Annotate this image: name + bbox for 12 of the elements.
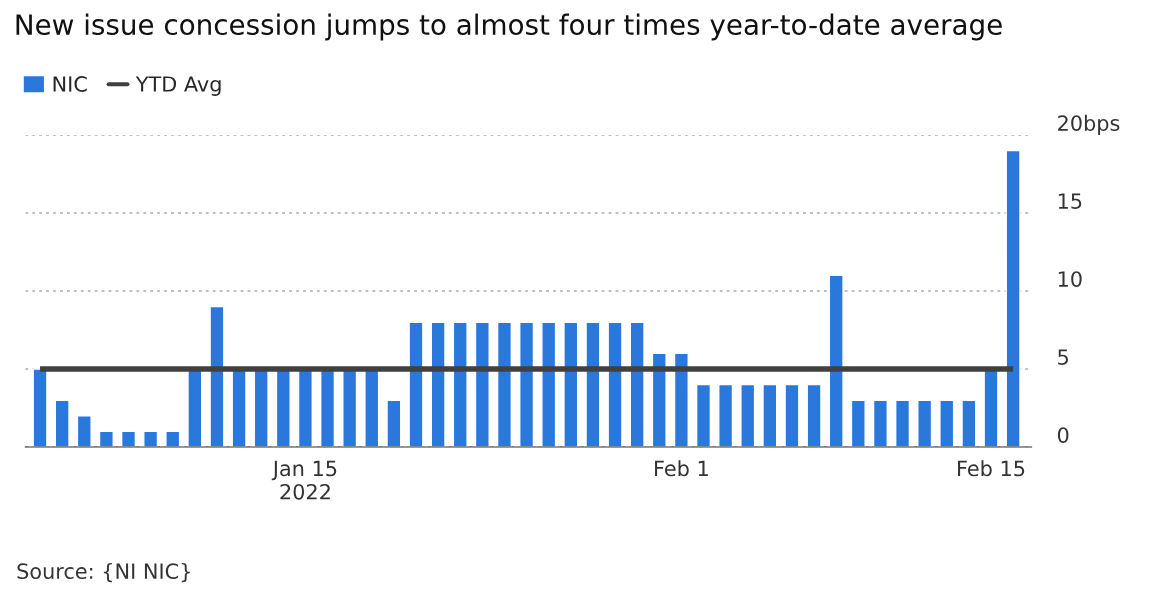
source-note: Source: {NI NIC} (17, 562, 190, 583)
y-tick-label: 10 (1058, 271, 1082, 287)
y-tick-label: 15 (1058, 193, 1082, 209)
y-tick-label: 0 (1057, 427, 1069, 443)
x-tick-label: Feb 1 (655, 460, 708, 477)
y-tick-label: 20bps (1058, 114, 1120, 135)
legend-label: YTD Avg (135, 76, 221, 96)
x-tick-label: Jan 15 2022 (271, 460, 337, 500)
y-tick-label: 5 (1058, 349, 1068, 365)
x-tick-label: Feb 15 (958, 460, 1025, 477)
legend-label: NIC (53, 76, 87, 92)
chart-title: New issue concession jumps to almost four times year-to-date average (16, 13, 1002, 41)
